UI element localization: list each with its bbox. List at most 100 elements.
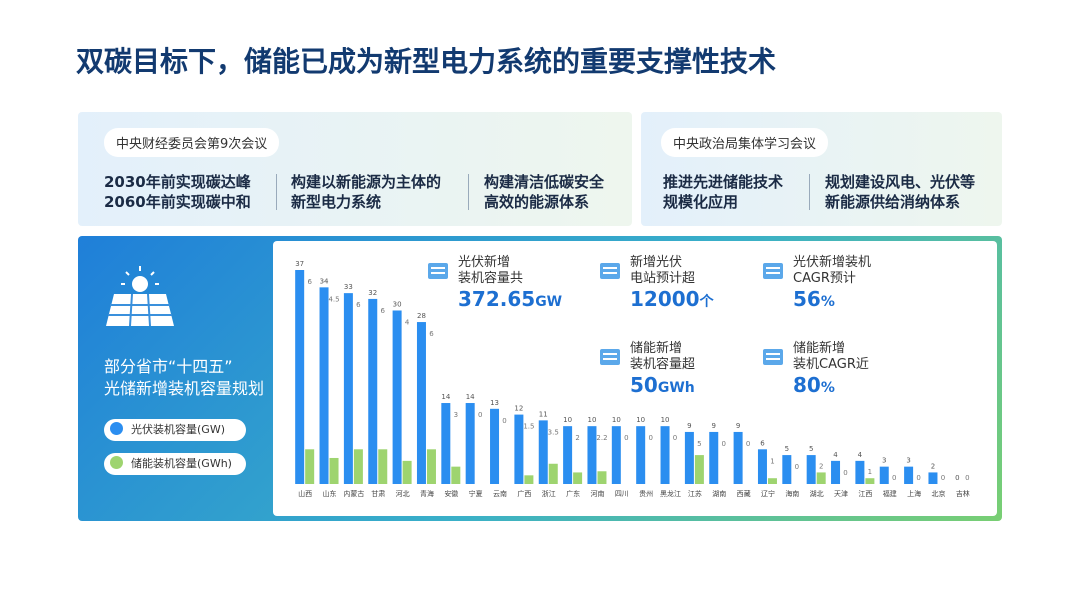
stat-icon (428, 263, 448, 279)
separator (809, 174, 810, 210)
line: 装机容量超 (630, 357, 696, 372)
bar (879, 466, 889, 484)
bar-chart: 山西376山东344.5内蒙古336甘肃326河北304青海286安徽143宁夏… (295, 260, 970, 498)
line: 规模化应用 (663, 193, 739, 211)
x-tick-label: 黑龙江 (660, 489, 681, 498)
line: 新能源供给消纳体系 (825, 193, 961, 211)
bar (392, 310, 402, 484)
value-label: 0 (648, 434, 652, 442)
slide-title: 双碳目标下，储能已成为新型电力系统的重要支撑性技术 (76, 45, 777, 78)
x-tick-label: 广西 (517, 489, 531, 498)
chart-area: 山西 37 6 山东 34 4.5 内蒙古 33 6 甘肃 32 6 河北 30 4 青海 28 6 安徽 14 3 宁夏… (273, 241, 997, 516)
bar (416, 322, 426, 484)
value-label: 6 (381, 307, 386, 315)
x-tick-label: 河南 (590, 489, 604, 498)
bar (305, 449, 315, 484)
value-label: 4 (858, 451, 863, 459)
value-label: 4.5 (328, 295, 339, 303)
value-label: 3 (906, 457, 910, 465)
x-tick-label: 广东 (566, 489, 580, 498)
stat-label: 储能新增 装机容量超 (630, 341, 695, 373)
value-label: 4 (833, 451, 838, 459)
value-label: 0 (941, 474, 945, 482)
meeting-item: 推进先进储能技术 规模化应用 (663, 172, 783, 212)
value-label: 5 (697, 440, 701, 448)
stat-unit: % (820, 380, 835, 396)
stat: 新增光伏 电站预计超 12000个 (600, 255, 714, 311)
stat-unit: GWh (657, 380, 695, 396)
value-label: 6 (307, 278, 312, 286)
value-label: 14 (466, 393, 475, 401)
value-label: 10 (636, 416, 645, 424)
value-label: 11 (539, 410, 548, 418)
stat-value: 372.65 (458, 287, 536, 311)
value-label: 2 (575, 434, 579, 442)
stat: 光伏新增装机 CAGR预计 56% (763, 255, 871, 311)
bar (694, 455, 704, 484)
bar (611, 426, 621, 484)
x-tick-label: 西藏 (737, 489, 751, 498)
bar (353, 449, 363, 484)
value-label: 34 (320, 277, 329, 285)
stat-label: 光伏新增 装机容量共 (458, 255, 562, 287)
legend-item: 光伏装机容量(GW) (104, 419, 246, 441)
line: 光伏新增 (458, 255, 511, 270)
bar (636, 426, 646, 484)
stat-value-row: 56% (793, 287, 871, 311)
stat-label: 光伏新增装机 CAGR预计 (793, 255, 871, 287)
value-label: 2 (819, 462, 823, 470)
meeting-label: 中央政治局集体学习会议 (661, 128, 829, 157)
bar (767, 478, 777, 484)
value-label: 9 (687, 422, 691, 430)
stat-value: 12000 (630, 287, 700, 311)
bar (816, 472, 826, 484)
stat-value-row: 80% (793, 373, 869, 397)
stat-value: 80 (793, 373, 821, 397)
bar (709, 431, 719, 484)
x-tick-label: 上海 (907, 489, 921, 498)
value-label: 0 (624, 434, 628, 442)
value-label: 2.2 (596, 434, 607, 442)
value-label: 0 (673, 434, 677, 442)
value-label: 5 (785, 445, 789, 453)
x-tick-label: 江苏 (688, 489, 702, 498)
value-label: 13 (490, 399, 499, 407)
line: 光伏新增装机 (793, 255, 872, 270)
x-tick-label: 贵州 (639, 489, 653, 498)
x-tick-label: 浙江 (542, 489, 556, 498)
stat: 储能新增 装机容量超 50GWh (600, 341, 695, 397)
line: 构建以新能源为主体的 (291, 173, 442, 191)
x-tick-label: 云南 (493, 489, 507, 498)
bar (757, 449, 767, 484)
stat-unit: % (820, 294, 835, 310)
separator (468, 174, 469, 210)
line: 构建清洁低碳安全 (484, 173, 605, 191)
legend-label: 储能装机容量(GWh) (131, 457, 232, 470)
bar (402, 460, 412, 484)
solar-icon (106, 266, 174, 327)
line: 2060年前实现碳中和 (104, 193, 251, 211)
x-tick-label: 江西 (858, 490, 872, 498)
stat-icon (600, 263, 620, 279)
stat: 储能新增 装机CAGR近 80% (763, 341, 869, 397)
value-label: 10 (563, 416, 572, 424)
value-label: 0 (795, 463, 799, 471)
x-tick-label: 湖北 (810, 489, 824, 498)
stat-unit: 个 (699, 294, 714, 310)
x-tick-label: 甘肃 (371, 489, 385, 498)
meeting-item: 规划建设风电、光伏等 新能源供给消纳体系 (825, 172, 975, 212)
x-tick-label: 海南 (785, 489, 799, 498)
value-label: 12 (514, 405, 523, 413)
bar (597, 471, 607, 484)
line: 装机容量共 (458, 271, 524, 286)
bar (465, 403, 475, 484)
x-tick-label: 内蒙古 (343, 489, 364, 498)
bar (343, 293, 353, 484)
line: 新型电力系统 (291, 193, 382, 211)
stat-unit: GW (535, 294, 563, 310)
value-label: 9 (712, 422, 716, 430)
value-label: 1 (868, 468, 872, 476)
bar (928, 472, 938, 484)
value-label: 10 (612, 416, 621, 424)
